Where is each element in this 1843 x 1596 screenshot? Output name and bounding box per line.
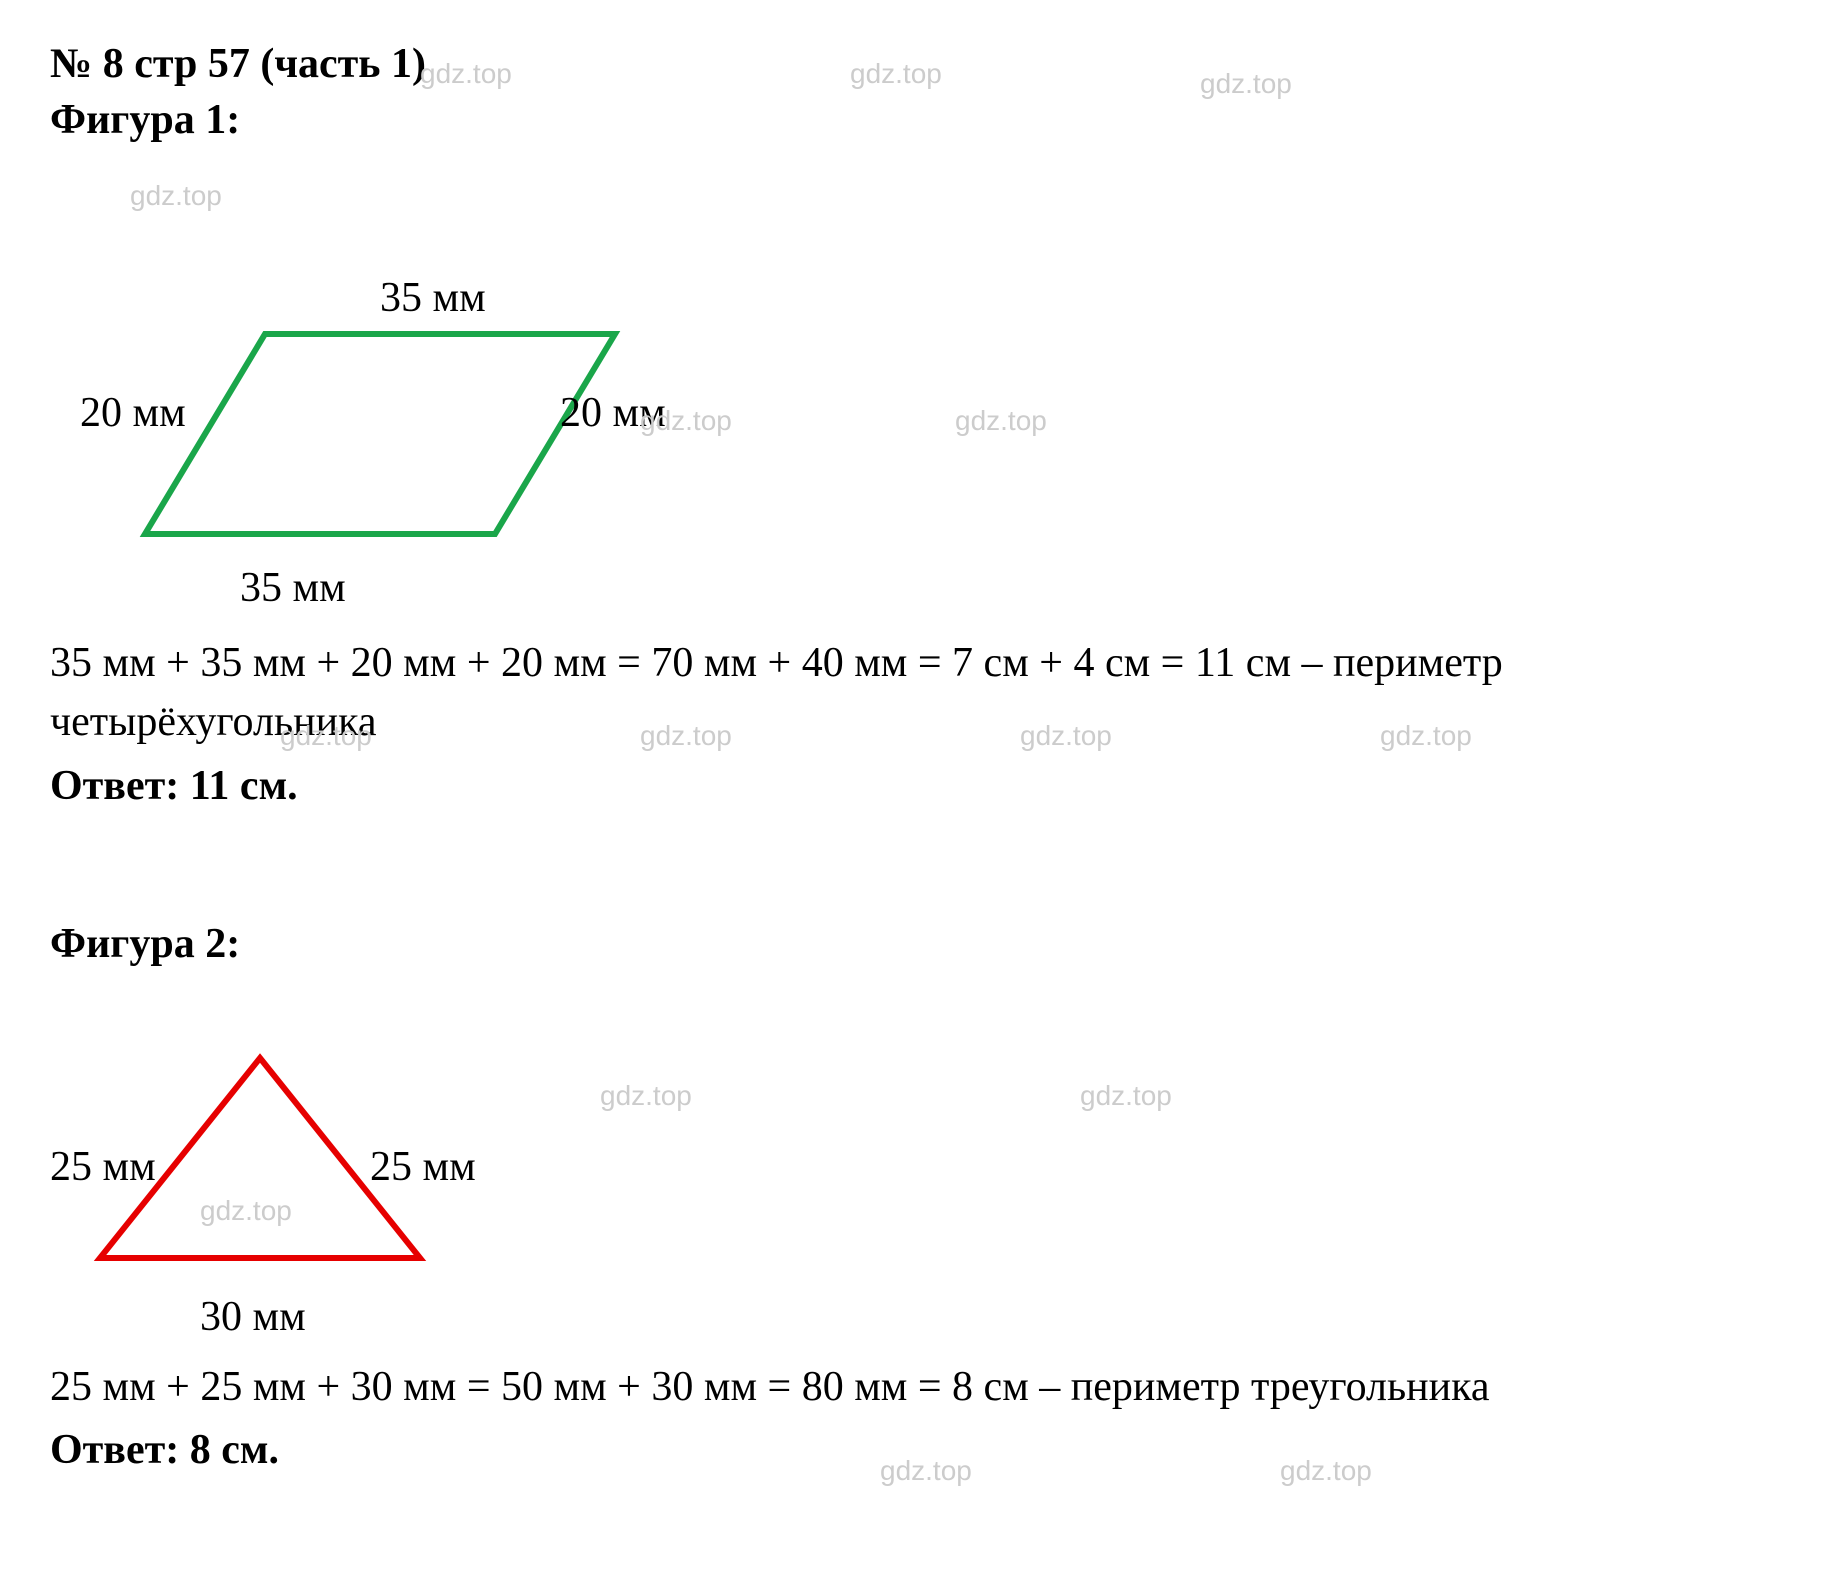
figure2-answer-value: 8 см. xyxy=(190,1427,279,1473)
figure1-shape xyxy=(60,314,760,574)
watermark: gdz.top xyxy=(130,180,222,212)
watermark: gdz.top xyxy=(1020,720,1112,752)
watermark: gdz.top xyxy=(850,58,942,90)
figure2-calculation: 25 мм + 25 мм + 30 мм = 50 мм + 30 мм = … xyxy=(50,1358,1793,1417)
fig1-side-bottom: 35 мм xyxy=(240,564,346,612)
watermark: gdz.top xyxy=(880,1455,972,1487)
watermark: gdz.top xyxy=(640,405,732,437)
watermark: gdz.top xyxy=(280,720,372,752)
watermark: gdz.top xyxy=(640,720,732,752)
figure1-wrap: 35 мм 20 мм 35 мм 20 мм xyxy=(50,164,750,624)
figure1-title: Фигура 1: xyxy=(50,96,1793,144)
fig1-side-top: 35 мм xyxy=(380,274,486,322)
watermark: gdz.top xyxy=(1380,720,1472,752)
fig2-side-left: 25 мм xyxy=(50,1143,156,1191)
figure2-wrap: 25 мм 25 мм 30 мм xyxy=(50,988,550,1348)
watermark: gdz.top xyxy=(1200,68,1292,100)
watermark: gdz.top xyxy=(1280,1455,1372,1487)
figure1-answer: Ответ: 11 см. xyxy=(50,762,1793,810)
watermark: gdz.top xyxy=(200,1195,292,1227)
fig1-side-left: 20 мм xyxy=(80,389,186,437)
watermark: gdz.top xyxy=(955,405,1047,437)
figure1-answer-value: 11 см. xyxy=(190,763,298,809)
watermark: gdz.top xyxy=(420,58,512,90)
figure1-answer-label: Ответ: xyxy=(50,763,179,809)
figure2-title: Фигура 2: xyxy=(50,920,1793,968)
fig2-side-right: 25 мм xyxy=(370,1143,476,1191)
watermark: gdz.top xyxy=(1080,1080,1172,1112)
figure2-answer-label: Ответ: xyxy=(50,1427,179,1473)
watermark: gdz.top xyxy=(600,1080,692,1112)
fig2-side-bottom: 30 мм xyxy=(200,1293,306,1341)
